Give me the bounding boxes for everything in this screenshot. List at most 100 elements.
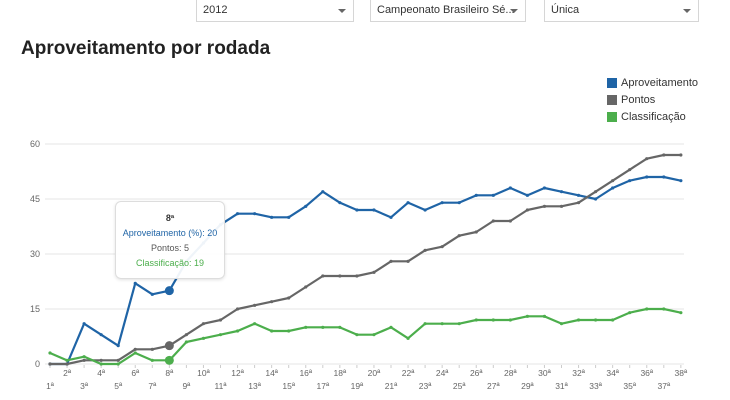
data-point [576, 201, 581, 205]
data-point [423, 248, 427, 252]
data-point [372, 270, 376, 274]
data-point [82, 358, 86, 362]
y-tick-label: 45 [30, 194, 40, 204]
data-point [218, 318, 223, 322]
data-point [542, 314, 547, 318]
chevron-down-icon [338, 9, 346, 13]
data-point [576, 193, 581, 197]
data-point [355, 208, 359, 212]
data-point [542, 204, 547, 208]
legend-swatch [607, 77, 617, 88]
x-tick-label: 5ª [114, 381, 123, 391]
data-point [133, 351, 137, 355]
data-point [662, 175, 666, 179]
data-point [559, 204, 564, 208]
tooltip-title: 8ª [165, 213, 175, 223]
data-point [270, 329, 274, 333]
data-point [679, 311, 683, 315]
data-point [338, 274, 342, 278]
data-point [150, 292, 154, 296]
series-line-classificação [49, 307, 682, 366]
data-point [508, 219, 512, 223]
data-point [270, 215, 274, 219]
data-point [628, 179, 632, 183]
data-point [253, 303, 257, 307]
x-tick-label: 24ª [436, 368, 449, 378]
x-tick-label: 18ª [334, 368, 347, 378]
data-point [253, 212, 257, 216]
data-point [594, 190, 598, 194]
chevron-down-icon [510, 9, 518, 13]
data-point [65, 358, 69, 362]
data-point [355, 333, 359, 337]
x-tick-label: 10ª [197, 368, 210, 378]
x-tick-label: 20ª [368, 368, 381, 378]
data-point [440, 201, 444, 205]
data-point [116, 362, 120, 366]
x-tick-label: 9ª [182, 381, 191, 391]
legend-item-aproveitamento[interactable]: Aproveitamento [607, 74, 698, 91]
competition-select[interactable]: Campeonato Brasileiro Sé... [370, 0, 526, 22]
x-tick-label: 38ª [675, 368, 688, 378]
data-point [491, 318, 495, 322]
data-point [287, 329, 291, 333]
data-point [133, 281, 137, 285]
x-tick-label: 28ª [504, 368, 517, 378]
chart-legend: Aproveitamento Pontos Classificação [607, 74, 698, 125]
x-tick-label: 1ª [46, 381, 55, 391]
x-tick-label: 3ª [80, 381, 89, 391]
data-point [116, 344, 120, 348]
tooltip-classificacao: Classificação: 19 [135, 258, 205, 268]
data-point [406, 336, 410, 340]
data-point [491, 193, 495, 197]
data-point [48, 362, 52, 366]
data-point [559, 322, 564, 326]
phase-select[interactable]: Única [544, 0, 699, 22]
x-tick-label: 7ª [148, 381, 157, 391]
data-point [82, 355, 86, 359]
data-point [457, 201, 461, 205]
data-point [338, 325, 342, 329]
x-tick-label: 33ª [589, 381, 602, 391]
legend-item-classificacao[interactable]: Classificação [607, 108, 698, 125]
data-point [389, 325, 393, 329]
data-point [321, 274, 325, 278]
x-tick-label: 4ª [97, 368, 106, 378]
legend-item-pontos[interactable]: Pontos [607, 91, 698, 108]
x-tick-label: 34ª [606, 368, 619, 378]
season-select[interactable]: 2012 [196, 0, 354, 22]
data-point [99, 358, 103, 362]
data-point [423, 322, 427, 326]
data-point [164, 355, 174, 365]
data-point [440, 322, 444, 326]
data-point [628, 168, 632, 172]
season-select-value: 2012 [203, 4, 228, 16]
x-tick-label: 15ª [282, 381, 295, 391]
x-tick-label: 6ª [131, 368, 140, 378]
x-tick-label: 13ª [248, 381, 261, 391]
data-point [82, 322, 86, 326]
legend-label: Pontos [621, 93, 656, 106]
data-point [304, 204, 308, 208]
x-tick-label: 11ª [215, 381, 228, 391]
data-point [457, 234, 461, 238]
data-point [235, 212, 240, 216]
data-point [355, 274, 359, 278]
series-line-aproveitamento [50, 175, 682, 366]
tooltip-pontos: Pontos: 5 [150, 243, 190, 253]
data-point [389, 259, 393, 263]
data-point [525, 193, 530, 197]
data-point [423, 208, 427, 212]
x-tick-label: 23ª [419, 381, 432, 391]
x-tick-label: 32ª [572, 368, 585, 378]
data-point [201, 322, 206, 326]
data-point [594, 318, 598, 322]
data-point [508, 318, 512, 322]
data-point [99, 333, 103, 337]
chart-tooltip: 8ª Aproveitamento (%): 20 Pontos: 5 Clas… [115, 201, 225, 279]
x-tick-label: 21ª [385, 381, 398, 391]
x-tick-label: 26ª [470, 368, 483, 378]
data-point [645, 157, 649, 161]
data-point [372, 208, 376, 212]
